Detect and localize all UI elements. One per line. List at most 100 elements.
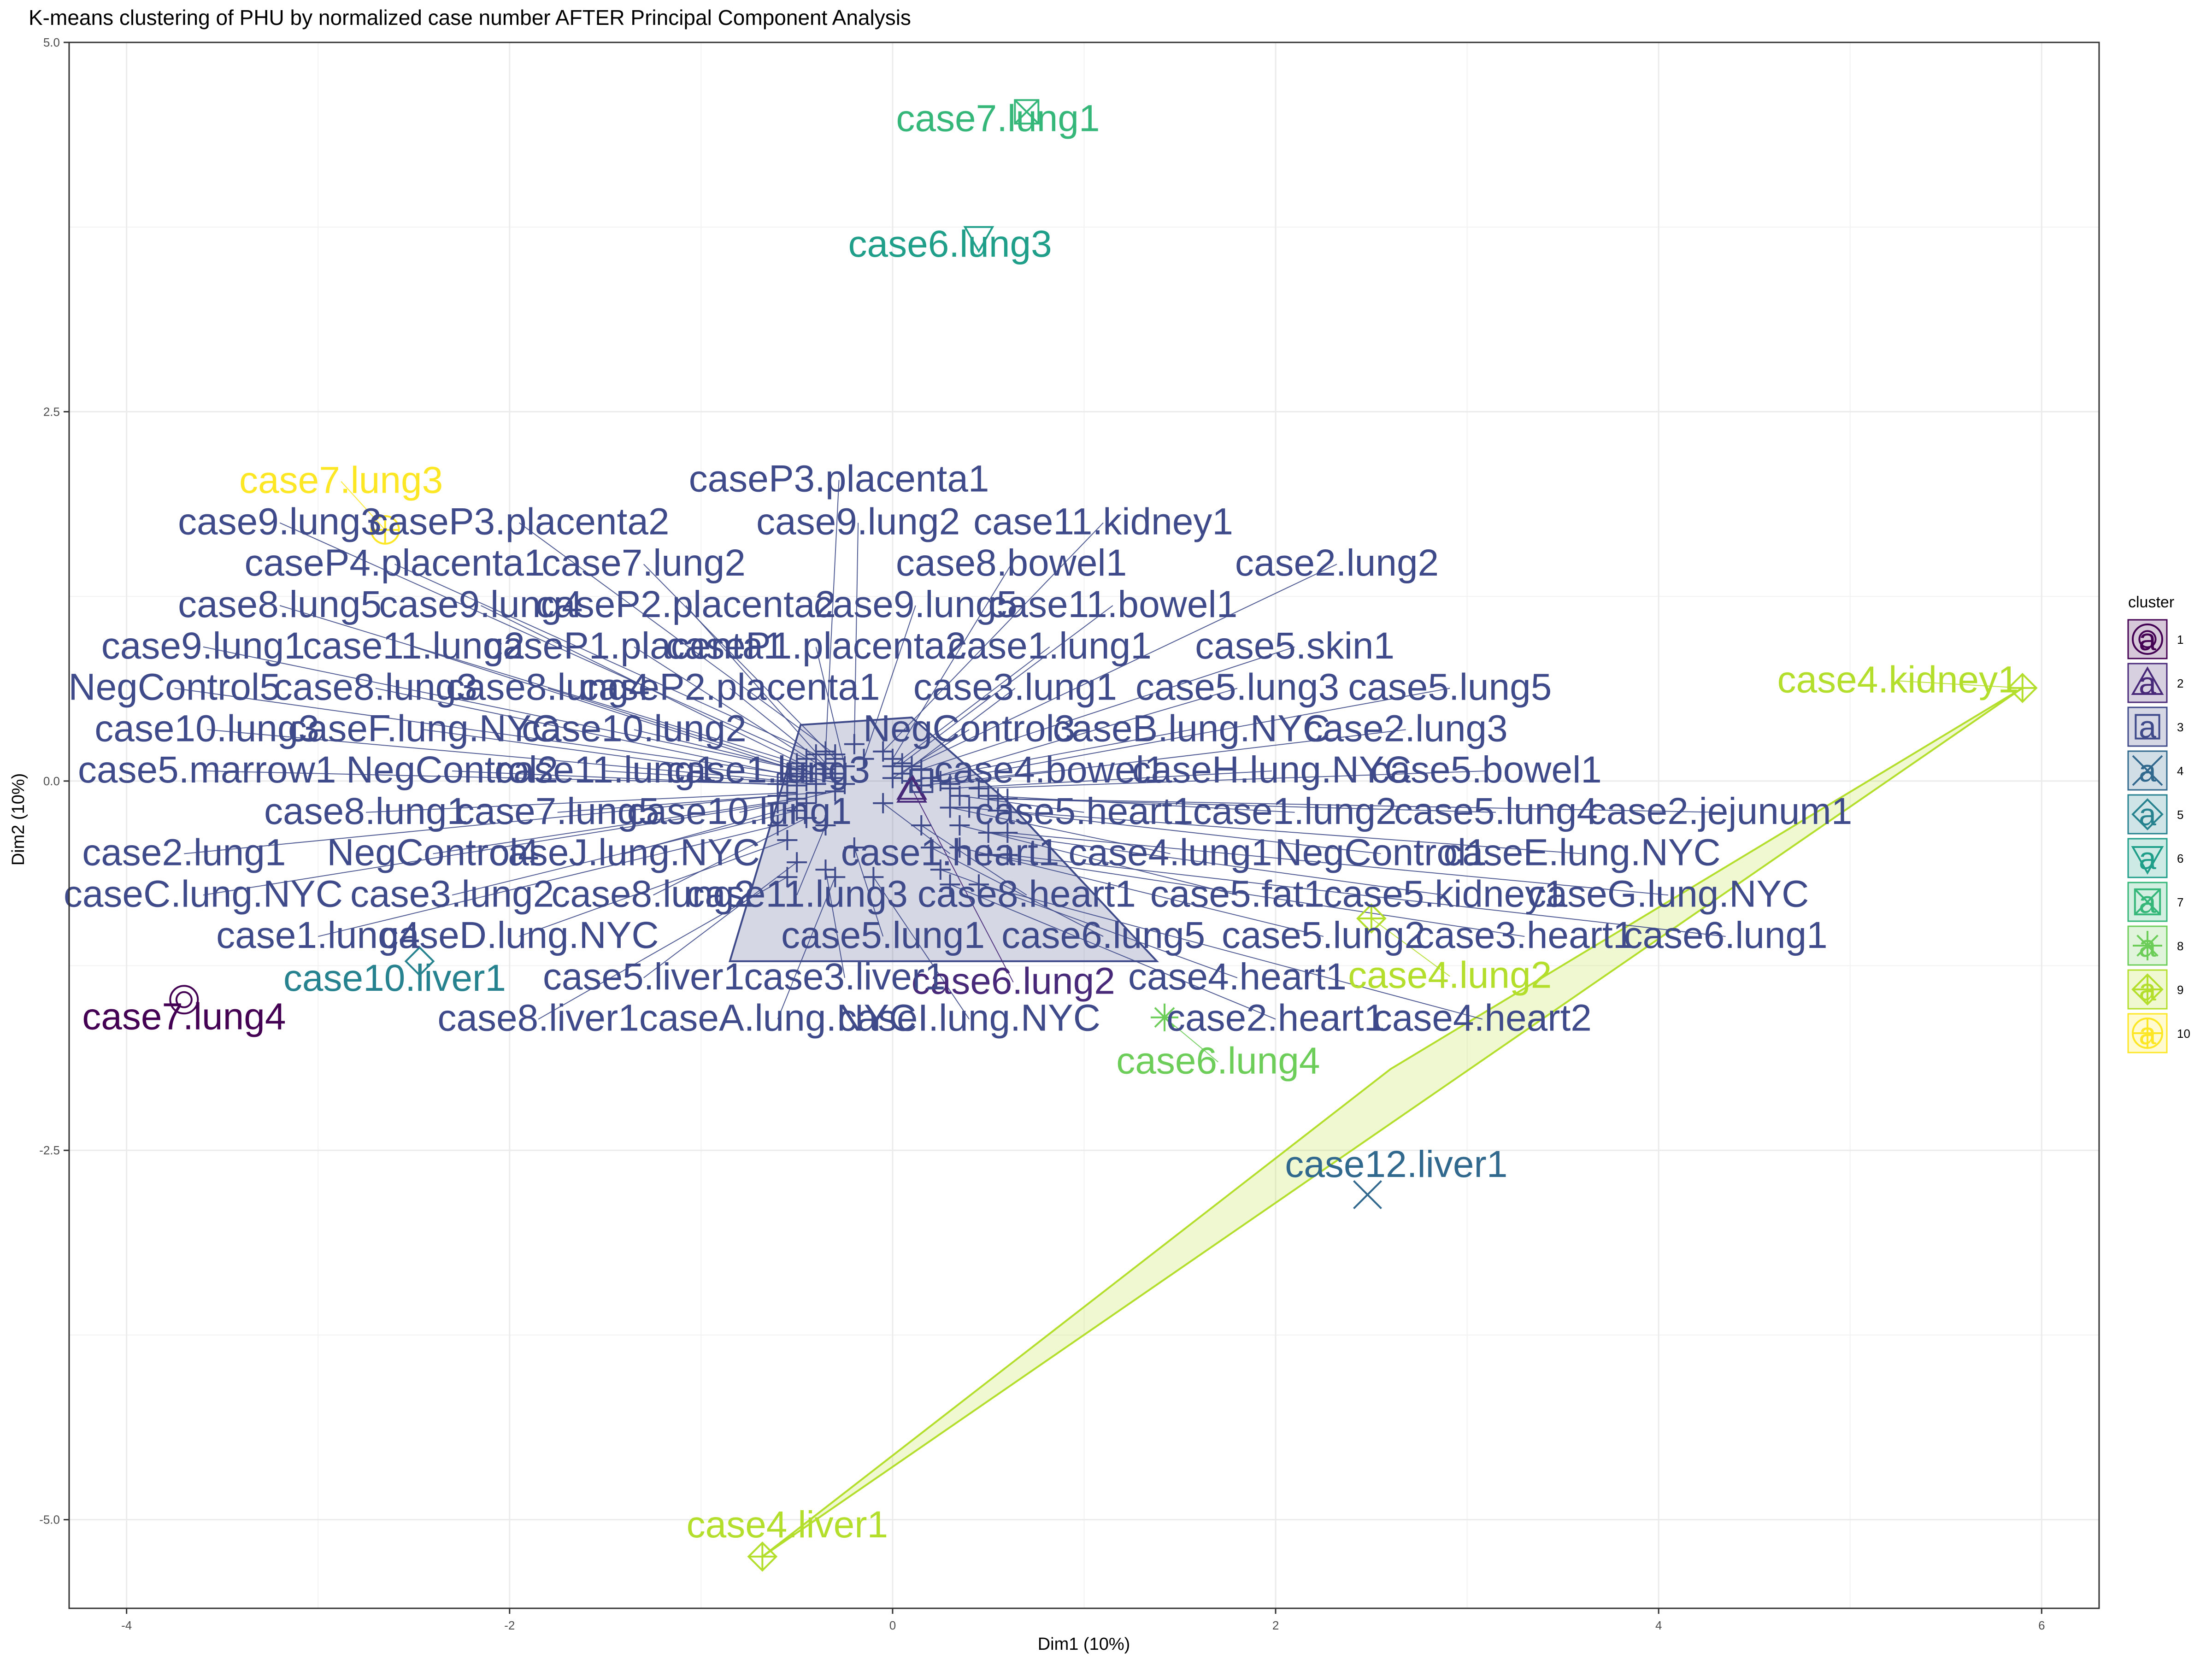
label-connector-case5.kidney1: [988, 832, 1444, 896]
point-case6.lung2: [896, 772, 927, 800]
point-label: NegControl1: [1275, 832, 1487, 874]
label-connector-case2.lung3: [950, 729, 1406, 785]
point-label: case5.lung5: [1348, 666, 1552, 708]
point-case6.lung1: [997, 845, 1018, 865]
point-case7.lung3: [370, 515, 400, 545]
label-connector-case5.lung1: [853, 847, 884, 937]
point-label: caseP3.placenta2: [369, 500, 670, 542]
point-label: caseP3.placenta1: [689, 458, 989, 500]
label-connector-caseP4.placenta1: [394, 564, 817, 755]
marker-asterisk-line: [2136, 935, 2159, 957]
point-case4.liver1: [747, 1541, 778, 1572]
point-case12.liver1: [1353, 1180, 1382, 1209]
legend-label: 1: [2177, 633, 2183, 647]
point-label: case3.lung2: [350, 873, 554, 915]
point-label: case6.lung5: [1001, 914, 1205, 956]
point-label: caseJ.lung.NYC: [489, 832, 760, 874]
legend-key-3: a: [2127, 706, 2168, 747]
legend: cluster a 1 a 2 a 3 a 4 a 5 a 6 a 7 a 8 a 9 a 10: [2127, 594, 2190, 1053]
point-label: case6.lung3: [848, 223, 1052, 265]
point-caseG.lung.NYC: [997, 823, 1018, 843]
point-case5.lung2: [949, 837, 970, 858]
point-caseB.lung.NYC: [901, 771, 922, 791]
point-label: case11.kidney1: [973, 500, 1233, 542]
point-label: case8.lung2: [551, 873, 755, 915]
marker-triangle-down: [963, 226, 994, 253]
data-points: [169, 99, 2038, 1572]
point-label: case9.lung5: [814, 583, 1018, 625]
point-label: case11.lung3: [686, 873, 908, 915]
point-label: case8.lung5: [178, 583, 382, 625]
marker-triangle-down: [2131, 846, 2164, 875]
x-tick-label: 4: [1655, 1618, 1662, 1632]
label-connector-case3.liver1: [825, 869, 846, 978]
point-case1.heart1: [873, 793, 894, 813]
label-connector-case9.lung1: [203, 646, 797, 770]
legend-key-9: a: [2127, 969, 2168, 1010]
label-connector-case8.lung4: [547, 688, 817, 774]
point-label: case3.heart1: [1415, 914, 1634, 956]
label-connector-caseH.lung.NYC: [950, 771, 1272, 789]
point-label: case8.lung3: [274, 666, 477, 708]
point-case10.lung1: [825, 781, 846, 802]
point-label: case5.heart1: [975, 790, 1193, 832]
point-caseC.lung.NYC: [767, 793, 788, 813]
point-case8.liver1: [777, 867, 798, 888]
label-connector-case6.lung1: [1007, 854, 1726, 937]
point-case5.heart1: [949, 785, 970, 806]
point-caseA.lung.NYC: [825, 867, 846, 888]
legend-key-8: a: [2127, 925, 2168, 966]
legend-glyph: a: [2139, 885, 2156, 920]
legend-label: 6: [2177, 852, 2183, 865]
label-connector-case9.lung3: [279, 522, 807, 759]
point-case7.lung5: [806, 782, 826, 803]
label-connector-case9.lung4: [481, 605, 807, 767]
point-label: case4.heart1: [1128, 956, 1347, 998]
label-connector-case11.kidney1: [882, 522, 1104, 752]
label-connector-case9.lung5: [863, 605, 916, 759]
y-tick-label: -2.5: [39, 1143, 60, 1157]
marker-diamond: [2131, 798, 2164, 830]
point-case9.lung5: [853, 748, 874, 769]
label-connectors: [174, 480, 2023, 1063]
legend-key-10: a: [2127, 1013, 2168, 1053]
point-label: caseC.lung.NYC: [64, 873, 343, 915]
label-connector-caseF.lung.NYC: [423, 729, 807, 782]
label-connector-case10.lung3: [207, 729, 788, 782]
point-label: case3.lung1: [913, 666, 1117, 708]
label-connector-caseA.lung.NYC: [777, 877, 836, 1019]
legend-label: 10: [2177, 1027, 2190, 1041]
point-caseE.lung.NYC: [988, 800, 1008, 821]
point-label: case7.lung2: [542, 542, 746, 584]
marker-square: [2135, 714, 2160, 740]
point-label: case5.lung4: [1394, 790, 1598, 832]
point-label: case1.lung3: [666, 749, 870, 791]
x-tick-label: 2: [1272, 1618, 1279, 1632]
point-case1.lung2: [978, 785, 999, 806]
label-connector-case5.lung2: [959, 847, 1324, 937]
point-label: caseP1.placenta2: [666, 625, 966, 667]
point-label: case8.lung1: [264, 790, 468, 832]
legend-glyph: a: [2139, 797, 2156, 832]
label-connector-case2.jejunum1: [1007, 798, 1720, 813]
legend-label: 3: [2177, 720, 2183, 734]
point-label: case2.lung1: [82, 832, 286, 874]
legend-label: 7: [2177, 895, 2183, 909]
point-case6.lung3: [963, 226, 994, 253]
point-label: NegControl5: [68, 666, 280, 708]
point-label: case6.lung1: [1624, 914, 1828, 956]
point-label: caseD.lung.NYC: [380, 914, 659, 956]
label-connector-case8.lung3: [375, 688, 797, 777]
point-label: caseI.lung.NYC: [838, 997, 1100, 1039]
point-label: case10.lung3: [94, 707, 319, 749]
label-connector-case5.liver1: [643, 862, 797, 978]
label-connector-case4.lung1: [950, 807, 1171, 854]
point-case4.heart2: [968, 874, 989, 895]
point-case2.jejunum1: [997, 788, 1018, 809]
label-connector-case4.lung2: [1371, 918, 1450, 977]
point-label: case2.lung2: [1235, 542, 1439, 584]
legend-glyph: a: [2139, 710, 2156, 745]
legend-key-4: a: [2127, 750, 2168, 791]
point-label: caseF.lung.NYC: [288, 707, 559, 749]
